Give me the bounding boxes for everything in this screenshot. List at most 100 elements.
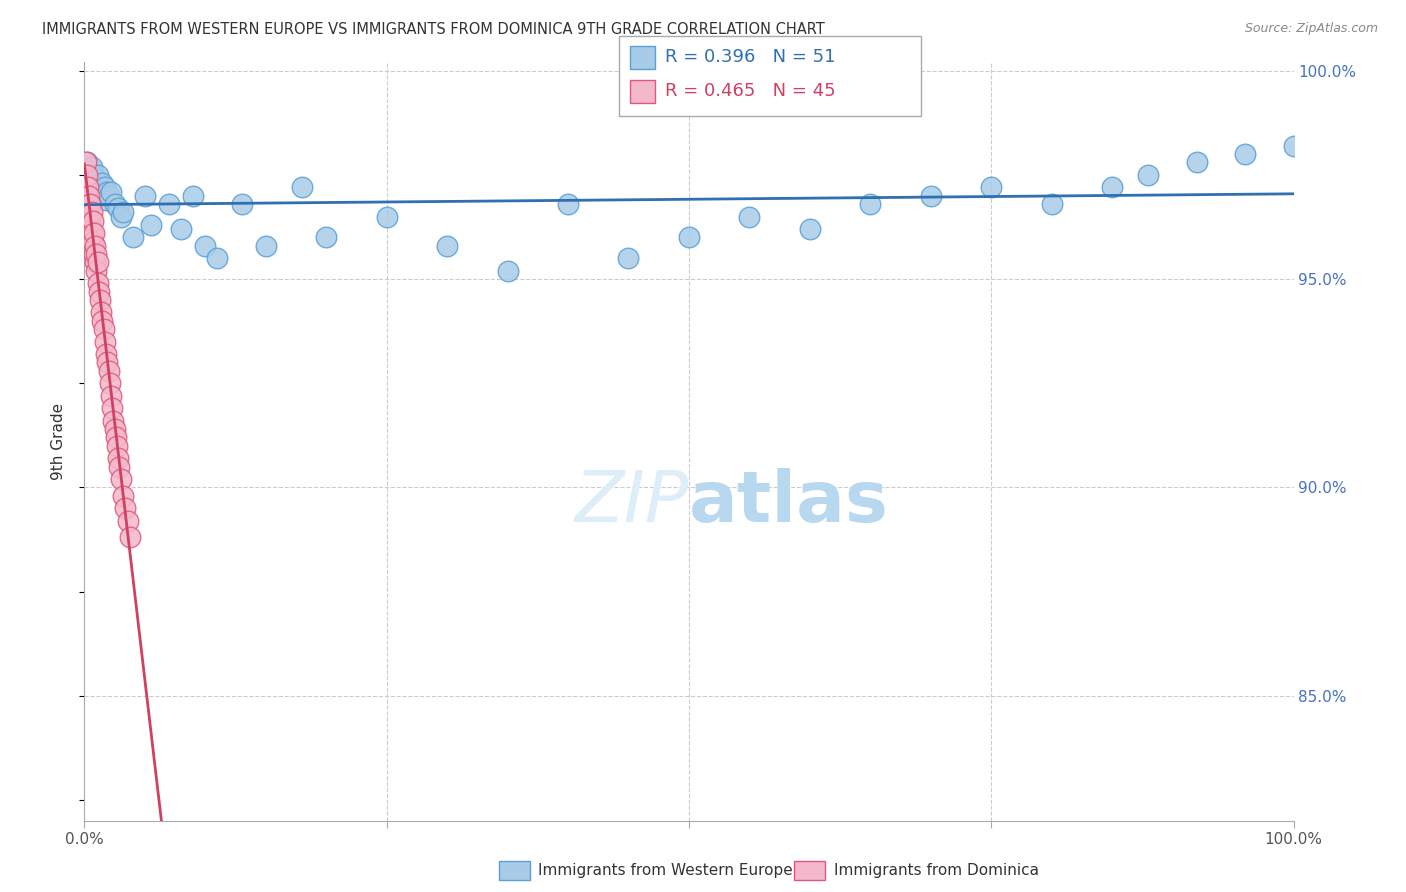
Point xyxy=(84,238,107,252)
Point xyxy=(254,238,277,252)
Y-axis label: 9th Grade: 9th Grade xyxy=(51,403,66,480)
Point xyxy=(76,155,98,169)
Point xyxy=(103,414,125,428)
Point xyxy=(83,226,105,240)
Text: R = 0.465   N = 45: R = 0.465 N = 45 xyxy=(665,82,835,100)
Point xyxy=(1234,147,1257,161)
Point xyxy=(1137,168,1160,182)
Point xyxy=(94,180,117,194)
Point xyxy=(91,176,114,190)
Point xyxy=(315,230,337,244)
Point xyxy=(738,210,761,224)
Point xyxy=(112,205,135,219)
Point xyxy=(157,197,180,211)
Point xyxy=(84,255,107,269)
Point xyxy=(799,222,821,236)
Point xyxy=(83,247,105,261)
Point xyxy=(859,197,882,211)
Point xyxy=(91,314,114,328)
Point xyxy=(77,163,100,178)
Point xyxy=(80,226,103,240)
Point xyxy=(231,197,253,211)
Point xyxy=(108,459,131,474)
Point xyxy=(101,401,124,416)
Point xyxy=(79,197,101,211)
Text: Immigrants from Dominica: Immigrants from Dominica xyxy=(834,863,1039,878)
Point xyxy=(97,364,120,378)
Point xyxy=(80,160,103,174)
Point xyxy=(98,376,121,391)
Point xyxy=(1040,197,1063,211)
Point xyxy=(117,514,139,528)
Point xyxy=(86,176,108,190)
Point xyxy=(86,168,108,182)
Point xyxy=(104,422,127,436)
Point xyxy=(100,185,122,199)
Point xyxy=(89,188,111,202)
Point xyxy=(93,322,115,336)
Point xyxy=(84,172,107,186)
Point xyxy=(920,188,942,202)
Point xyxy=(207,252,229,266)
Point xyxy=(114,501,136,516)
Point xyxy=(96,355,118,369)
Point xyxy=(104,430,127,444)
Point xyxy=(120,530,142,544)
Point xyxy=(375,210,398,224)
Point xyxy=(86,277,108,291)
Point xyxy=(110,472,132,486)
Point xyxy=(104,197,127,211)
Point xyxy=(121,230,143,244)
Point xyxy=(1282,138,1305,153)
Point xyxy=(76,168,98,182)
Point xyxy=(291,180,314,194)
Point xyxy=(94,334,117,349)
Point xyxy=(76,188,98,202)
Point xyxy=(980,180,1002,194)
Point xyxy=(79,218,101,232)
Point xyxy=(112,489,135,503)
Point xyxy=(75,155,97,169)
Point xyxy=(170,222,193,236)
Point xyxy=(86,255,108,269)
Point xyxy=(100,389,122,403)
Text: IMMIGRANTS FROM WESTERN EUROPE VS IMMIGRANTS FROM DOMINICA 9TH GRADE CORRELATION: IMMIGRANTS FROM WESTERN EUROPE VS IMMIGR… xyxy=(42,22,825,37)
Point xyxy=(94,347,117,361)
Point xyxy=(77,180,100,194)
Point xyxy=(134,188,156,202)
Point xyxy=(110,210,132,224)
Point xyxy=(678,230,700,244)
Point xyxy=(75,180,97,194)
Point xyxy=(97,188,120,202)
Point xyxy=(1101,180,1123,194)
Point xyxy=(496,264,519,278)
Point xyxy=(93,185,115,199)
Point xyxy=(194,238,217,252)
Point xyxy=(94,193,117,207)
Text: Immigrants from Western Europe: Immigrants from Western Europe xyxy=(538,863,793,878)
Point xyxy=(96,185,118,199)
Point xyxy=(80,205,103,219)
Point xyxy=(82,235,104,249)
Point xyxy=(82,180,104,194)
Point xyxy=(107,451,129,466)
Point xyxy=(90,305,112,319)
Point xyxy=(77,197,100,211)
Point xyxy=(139,218,162,232)
Point xyxy=(105,439,128,453)
Point xyxy=(107,201,129,215)
Point xyxy=(83,168,105,182)
Point xyxy=(436,238,458,252)
Text: Source: ZipAtlas.com: Source: ZipAtlas.com xyxy=(1244,22,1378,36)
Point xyxy=(86,247,108,261)
Point xyxy=(79,172,101,186)
Point xyxy=(89,293,111,307)
Text: ZIP: ZIP xyxy=(575,467,689,537)
Point xyxy=(181,188,204,202)
Point xyxy=(77,210,100,224)
Point xyxy=(77,188,100,202)
Point xyxy=(87,285,110,299)
Point xyxy=(86,264,108,278)
Point xyxy=(617,252,640,266)
Text: R = 0.396   N = 51: R = 0.396 N = 51 xyxy=(665,48,835,66)
